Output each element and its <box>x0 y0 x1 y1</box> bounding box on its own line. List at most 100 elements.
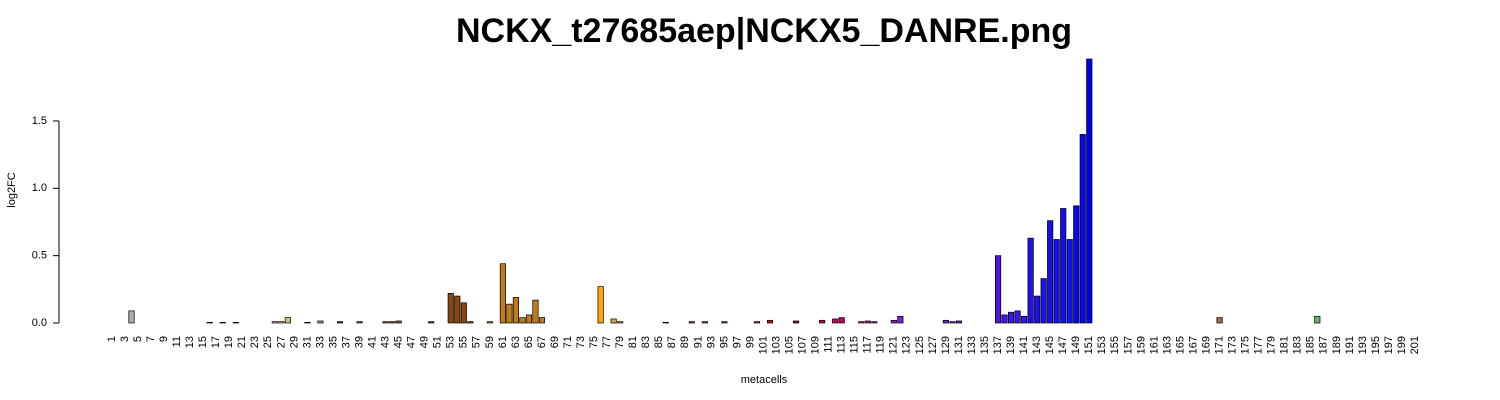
bar <box>336 321 344 324</box>
chart-title: NCKX_t27685aep|NCKX5_DANRE.png <box>456 12 1072 50</box>
bar <box>753 321 761 324</box>
x-tick-label: 125 <box>914 336 926 354</box>
y-tick-label: 1.0 <box>32 182 47 194</box>
x-tick-label: 65 <box>523 336 535 348</box>
bar <box>356 321 363 324</box>
bar <box>721 321 728 324</box>
x-tick-label: 177 <box>1253 336 1265 354</box>
x-tick-label: 59 <box>484 336 496 348</box>
x-tick-label: 73 <box>575 336 587 348</box>
x-tick-label: 71 <box>562 336 574 348</box>
x-tick-label: 161 <box>1148 336 1160 354</box>
x-tick-label: 23 <box>249 336 261 348</box>
bar <box>389 321 396 324</box>
x-tick-label: 105 <box>783 336 795 354</box>
bar <box>128 310 135 324</box>
x-tick-label: 175 <box>1240 336 1252 354</box>
x-tick-label: 193 <box>1357 336 1369 354</box>
bar <box>382 321 389 324</box>
x-tick-label: 91 <box>692 336 704 348</box>
y-tick-label: 0.0 <box>32 317 47 329</box>
bar <box>1027 237 1034 324</box>
bar <box>617 321 624 324</box>
x-tick-label: 165 <box>1174 336 1186 354</box>
x-tick-label: 27 <box>275 336 287 348</box>
bar <box>525 314 533 324</box>
bar <box>1034 295 1041 324</box>
bar <box>1216 317 1223 324</box>
x-tick-label: 11 <box>171 336 183 347</box>
bar <box>395 320 402 324</box>
x-tick-label: 155 <box>1109 336 1121 354</box>
bar <box>428 321 435 324</box>
bar <box>512 297 519 324</box>
x-tick-label: 25 <box>262 336 274 348</box>
bar <box>271 321 278 324</box>
x-tick-label: 163 <box>1161 336 1173 354</box>
bar <box>447 293 454 324</box>
bar <box>284 317 291 324</box>
x-tick-label: 199 <box>1396 336 1408 354</box>
bar <box>597 286 604 324</box>
x-tick-label: 183 <box>1292 336 1304 354</box>
bar <box>1021 315 1028 324</box>
x-tick-label: 1 <box>106 336 118 342</box>
bar <box>890 319 897 324</box>
x-tick-label: 35 <box>327 336 339 348</box>
x-tick-label: 159 <box>1135 336 1147 354</box>
bar <box>942 319 949 324</box>
x-tick-label: 145 <box>1044 336 1056 354</box>
x-tick-label: 55 <box>458 336 470 348</box>
x-tick-label: 13 <box>184 336 196 348</box>
bar <box>955 320 963 324</box>
x-tick-label: 93 <box>705 336 717 348</box>
x-tick-label: 133 <box>966 336 978 354</box>
x-tick-label: 49 <box>419 336 431 348</box>
bar <box>819 319 826 324</box>
x-tick-label: 109 <box>810 336 822 354</box>
x-tick-label: 141 <box>1018 336 1030 354</box>
x-tick-label: 37 <box>340 336 352 348</box>
x-tick-label: 5 <box>132 336 144 342</box>
x-tick-label: 83 <box>640 336 652 348</box>
bar <box>838 317 845 324</box>
bar <box>454 295 461 324</box>
bar <box>897 315 904 324</box>
y-tick-label: 1.5 <box>32 115 47 127</box>
x-tick-label: 57 <box>471 336 483 348</box>
bar <box>662 321 669 324</box>
x-tick-label: 137 <box>992 336 1004 354</box>
x-tick-label: 111 <box>823 336 835 353</box>
x-tick-label: 33 <box>314 336 326 348</box>
x-tick-label: 77 <box>601 336 613 348</box>
x-tick-label: 139 <box>1005 336 1017 354</box>
x-tick-label: 39 <box>353 336 365 348</box>
x-tick-label: 79 <box>614 336 626 348</box>
bar <box>871 321 878 324</box>
x-tick-label: 135 <box>979 336 991 354</box>
bar <box>858 321 865 324</box>
bar <box>1066 239 1073 324</box>
bar <box>1008 311 1015 324</box>
x-tick-label: 185 <box>1305 336 1317 354</box>
x-tick-label: 61 <box>497 336 509 348</box>
x-tick-label: 173 <box>1227 336 1239 354</box>
bar <box>467 321 474 324</box>
bar <box>832 318 839 324</box>
bar <box>1079 134 1086 324</box>
x-tick-label: 197 <box>1383 336 1395 354</box>
x-tick-label: 119 <box>875 336 887 354</box>
bar <box>1047 220 1054 324</box>
x-tick-label: 19 <box>223 336 235 348</box>
bar <box>688 321 695 324</box>
bar <box>766 319 774 324</box>
x-tick-label: 7 <box>145 336 157 342</box>
x-tick-label: 129 <box>940 336 952 354</box>
x-tick-label: 131 <box>953 336 965 354</box>
x-tick-label: 81 <box>627 336 639 348</box>
bar <box>232 321 239 324</box>
bar <box>949 321 956 324</box>
x-tick-label: 181 <box>1279 336 1291 354</box>
x-tick-label: 3 <box>119 336 131 342</box>
x-tick-label: 9 <box>158 336 170 342</box>
